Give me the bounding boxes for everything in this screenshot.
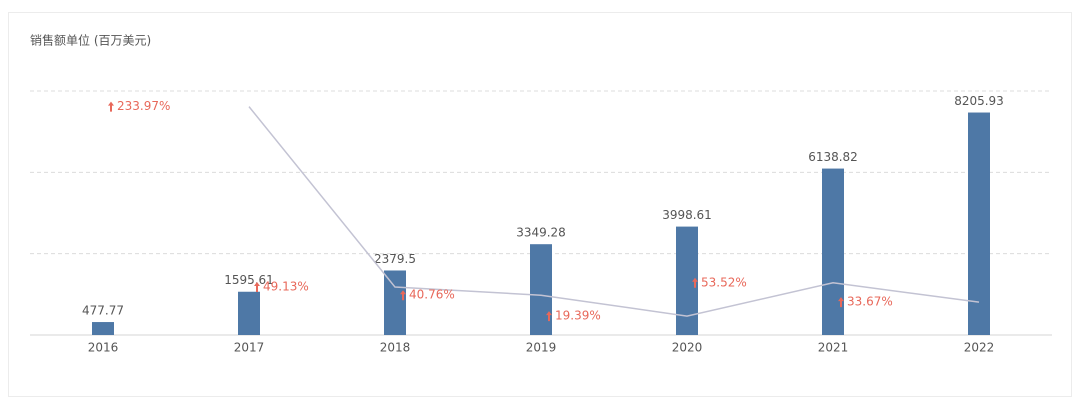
up-arrow [692, 277, 698, 288]
x-tick-label: 2017 [234, 341, 265, 355]
bar [92, 322, 114, 335]
bar-value-label: 8205.93 [954, 94, 1004, 108]
up-arrow [838, 297, 844, 308]
x-tick-label: 2018 [380, 341, 411, 355]
bar [676, 226, 698, 335]
x-tick-label: 2021 [818, 341, 849, 355]
growth-label: 49.13% [263, 280, 309, 294]
bar [968, 112, 990, 335]
x-tick-label: 2022 [964, 341, 995, 355]
up-arrow [108, 101, 114, 112]
bar [822, 168, 844, 335]
x-tick-label: 2016 [88, 341, 119, 355]
bar [384, 270, 406, 335]
bar [530, 244, 552, 335]
bar-value-label: 3998.61 [662, 208, 712, 222]
growth-label: 19.39% [555, 309, 601, 323]
card [8, 12, 1072, 397]
up-arrow [254, 282, 260, 293]
growth-line [248, 106, 980, 317]
x-tick-label: 2019 [526, 341, 557, 355]
up-arrow [400, 290, 406, 301]
growth-label: 40.76% [409, 288, 455, 302]
chart-title: 销售额单位 (百万美元) [30, 33, 151, 48]
growth-label: 33.67% [847, 295, 893, 309]
bar-value-label: 1595.61 [224, 273, 274, 287]
bar-value-label: 477.77 [82, 304, 124, 318]
bar [238, 291, 260, 335]
bar-value-label: 6138.82 [808, 150, 858, 164]
growth-label: 233.97% [117, 99, 170, 113]
bar-value-label: 3349.28 [516, 226, 566, 240]
bar-value-label: 2379.5 [374, 252, 416, 266]
up-arrow [546, 311, 552, 322]
growth-label: 53.52% [701, 275, 747, 289]
x-tick-label: 2020 [672, 341, 703, 355]
